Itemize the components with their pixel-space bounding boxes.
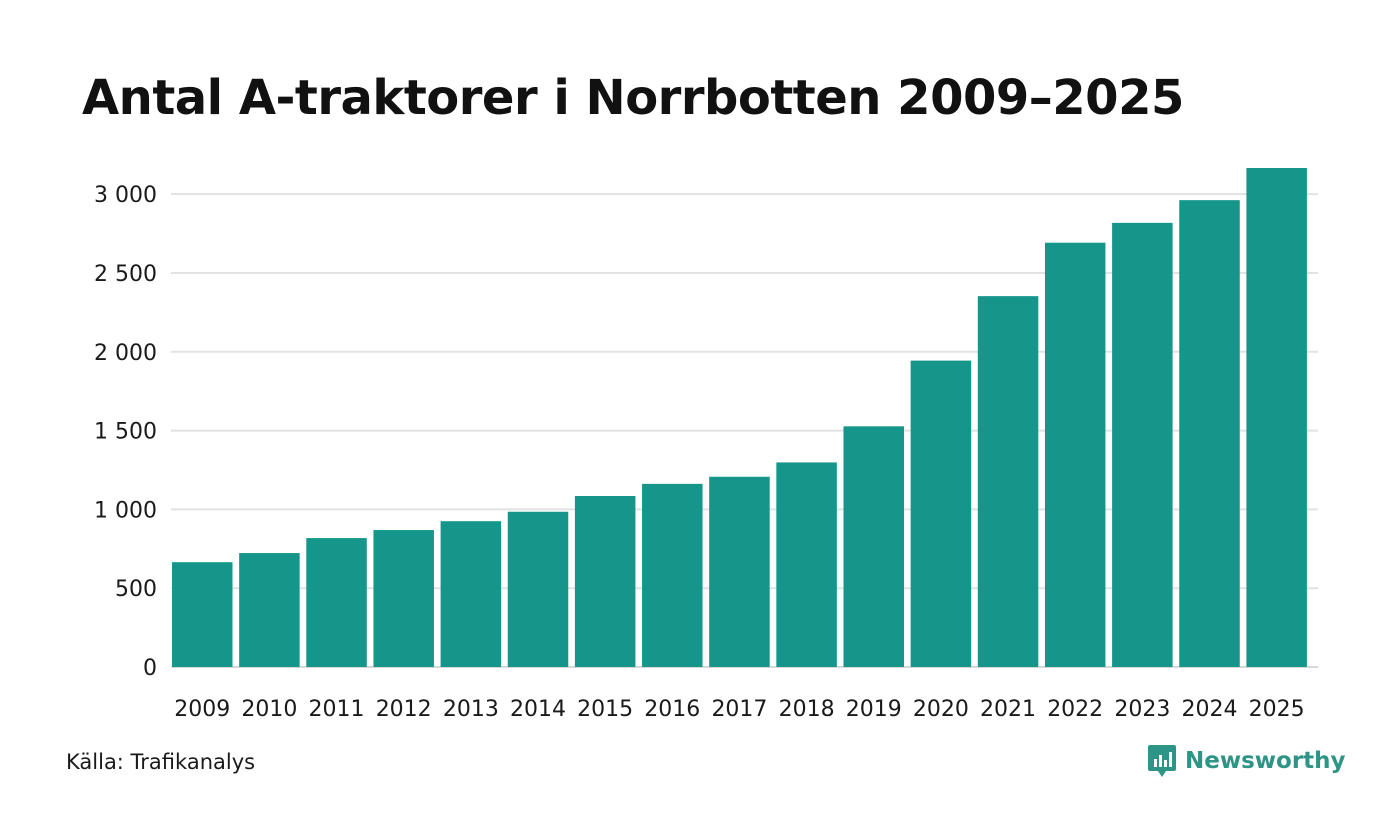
x-tick-label: 2024	[1182, 697, 1238, 722]
y-tick-label: 3 000	[94, 183, 157, 208]
y-tick-label: 1 500	[94, 420, 157, 445]
bar-2011	[306, 538, 367, 667]
bar-2014	[507, 511, 569, 667]
x-tick-label: 2021	[980, 697, 1036, 722]
x-tick-label: 2019	[846, 697, 902, 722]
x-tick-label: 2012	[376, 697, 432, 722]
bar-2023	[1112, 222, 1173, 668]
x-tick-label: 2014	[510, 697, 566, 722]
bar-2010	[239, 553, 300, 667]
bar-2025	[1246, 168, 1307, 667]
x-tick-label: 2013	[443, 697, 499, 722]
x-tick-label: 2025	[1249, 697, 1305, 722]
y-axis-ticks: 0 500 1 000 1 500 2 000 2 500 3 000	[94, 183, 157, 681]
x-tick-label: 2018	[779, 697, 835, 722]
bar-2009	[172, 562, 233, 667]
brand-name: Newsworthy	[1185, 748, 1346, 774]
newsworthy-logo-icon	[1148, 745, 1176, 777]
bar-2019	[843, 426, 904, 667]
x-tick-label: 2023	[1114, 697, 1170, 722]
y-tick-label: 2 500	[94, 262, 157, 287]
bar-2016	[642, 483, 703, 667]
bar-2024	[1179, 200, 1240, 667]
y-tick-label: 0	[143, 656, 157, 681]
y-tick-label: 500	[115, 577, 157, 602]
bar-2013	[440, 521, 502, 667]
x-tick-label: 2010	[241, 697, 297, 722]
bars	[172, 168, 1307, 668]
bar-2017	[709, 476, 770, 667]
bar-2021	[977, 296, 1039, 667]
bar-2018	[776, 462, 837, 667]
x-tick-label: 2016	[644, 697, 700, 722]
x-axis-ticks: 2009 2010 2011 2012 2013 2014 2015 2016 2017 2018…	[174, 697, 1304, 722]
y-tick-label: 1 000	[94, 498, 157, 523]
bar-2012	[373, 530, 434, 667]
y-tick-label: 2 000	[94, 341, 157, 366]
bar-2020	[910, 360, 972, 667]
x-tick-label: 2011	[309, 697, 365, 722]
x-tick-label: 2020	[913, 697, 969, 722]
bar-2015	[574, 495, 636, 667]
x-tick-label: 2022	[1047, 697, 1103, 722]
brand-logo: Newsworthy	[1147, 744, 1346, 778]
bar-2022	[1044, 242, 1106, 668]
x-tick-label: 2009	[174, 697, 230, 722]
x-tick-label: 2017	[711, 697, 767, 722]
x-tick-label: 2015	[577, 697, 633, 722]
chart-title: Antal A-traktorer i Norrbotten 2009–2025	[82, 70, 1184, 126]
source-note: Källa: Trafikanalys	[66, 750, 256, 774]
